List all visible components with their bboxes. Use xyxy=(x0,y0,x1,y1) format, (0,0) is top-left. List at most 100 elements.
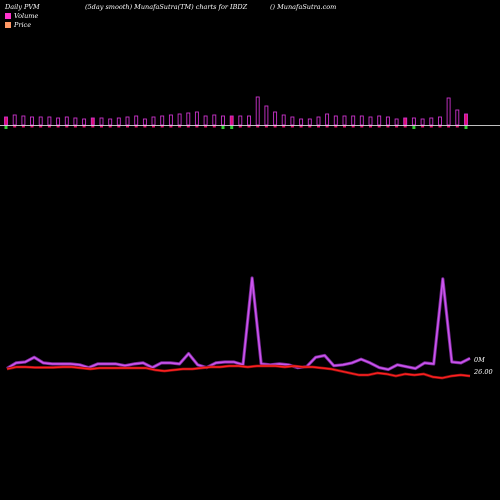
volume-bar xyxy=(411,117,416,126)
volume-bar-foot xyxy=(308,126,312,128)
volume-bar xyxy=(134,115,139,126)
volume-bar xyxy=(351,115,356,126)
volume-bar xyxy=(325,113,330,126)
volume-bar-foot xyxy=(238,126,242,128)
volume-bar-foot xyxy=(178,126,182,128)
price-volume-lines xyxy=(6,276,471,380)
volume-bar-foot xyxy=(4,126,8,129)
volume-bar-foot xyxy=(325,126,329,128)
volume-bar-foot xyxy=(290,126,294,128)
volume-bar-foot xyxy=(195,126,199,128)
volume-bar xyxy=(247,115,251,126)
volume-bar xyxy=(264,105,269,126)
legend-volume-label: Volume xyxy=(14,12,39,20)
legend-volume-swatch xyxy=(5,13,11,19)
volume-bar-foot xyxy=(30,126,34,128)
volume-bar-foot xyxy=(299,126,303,128)
volume-bar-foot xyxy=(143,126,147,128)
volume-bar xyxy=(116,117,121,126)
volume-bar xyxy=(420,118,425,126)
volume-bar xyxy=(203,115,208,126)
volume-bar xyxy=(359,115,364,126)
volume-bar-foot xyxy=(39,126,43,128)
volume-bar-foot xyxy=(21,126,25,128)
volume-bar-foot xyxy=(317,126,320,128)
volume-bar xyxy=(394,118,399,126)
volume-bar-foot xyxy=(152,126,155,128)
volume-bar xyxy=(160,115,165,126)
volume-bar xyxy=(342,115,347,126)
volume-bar-foot xyxy=(160,126,164,128)
volume-bar xyxy=(168,114,173,126)
volume-bar xyxy=(221,115,225,126)
price-line xyxy=(6,365,471,379)
volume-bar-foot xyxy=(73,126,77,128)
legend-volume: Volume xyxy=(5,12,38,20)
chart-title: (5day smooth) MunafaSutra(TM) charts for… xyxy=(85,3,248,11)
volume-bar xyxy=(377,115,382,126)
volume-bar-foot xyxy=(56,126,60,128)
volume-bar xyxy=(229,115,234,126)
volume-bar xyxy=(73,117,78,126)
volume-bar-foot xyxy=(91,126,95,128)
legend-price: Price xyxy=(5,21,31,29)
volume-bar xyxy=(255,96,260,126)
volume-bar xyxy=(290,116,295,126)
volume-bar-foot xyxy=(412,126,416,129)
volume-bar-foot xyxy=(369,126,372,128)
volume-bar xyxy=(4,116,8,126)
volume-bar-foot xyxy=(65,126,69,128)
volume-bar xyxy=(38,116,43,126)
volume-bar xyxy=(299,118,304,126)
volume-bar-foot xyxy=(360,126,364,128)
volume-bar xyxy=(446,97,451,126)
volume-bar xyxy=(238,115,243,126)
volume-bar-foot xyxy=(403,126,407,128)
volume-bar xyxy=(212,114,217,126)
volume-bar xyxy=(21,115,26,126)
volume-bar-foot xyxy=(117,126,121,128)
price-end-label: 26.00 xyxy=(473,368,493,376)
volume-bar-foot xyxy=(204,126,208,128)
volume-bar xyxy=(177,113,182,126)
volume-bar-foot xyxy=(429,126,433,128)
volume-bar xyxy=(316,116,321,126)
volume-bar-foot xyxy=(82,126,86,128)
volume-bar-foot xyxy=(351,126,355,128)
volume-bar-foot xyxy=(134,126,138,128)
volume-bar-foot xyxy=(343,126,346,128)
volume-bar xyxy=(403,117,408,126)
volume-bar xyxy=(429,117,434,126)
volume-bars xyxy=(4,96,468,129)
legend-price-label: Price xyxy=(14,21,32,29)
volume-bar-foot xyxy=(221,126,225,129)
volume-line-shadow xyxy=(6,276,471,372)
volume-bar-foot xyxy=(247,126,251,128)
volume-bar-foot xyxy=(273,126,277,128)
volume-bar-foot xyxy=(464,126,468,129)
volume-bar-foot xyxy=(230,126,234,129)
volume-bar xyxy=(12,114,17,126)
volume-bar xyxy=(151,116,156,126)
volume-bar xyxy=(455,109,460,126)
volume-bar xyxy=(56,117,61,126)
volume-bar xyxy=(273,111,278,126)
volume-bar xyxy=(186,112,191,126)
volume-bar xyxy=(438,116,442,126)
volume-bar-foot xyxy=(455,126,459,128)
volume-bar xyxy=(368,116,373,126)
volume-bar-foot xyxy=(386,126,390,128)
volume-bar-foot xyxy=(126,126,129,128)
volume-bar-foot xyxy=(212,126,216,128)
volume-bar-foot xyxy=(13,126,17,128)
volume-bar-foot xyxy=(395,126,399,128)
legend-price-swatch xyxy=(5,22,11,28)
volume-bar-foot xyxy=(334,126,338,128)
volume-bar xyxy=(64,116,69,126)
volume-bar xyxy=(47,116,52,126)
volume-bar-foot xyxy=(186,126,190,128)
volume-bar-foot xyxy=(377,126,381,128)
volume-bar xyxy=(194,111,199,126)
volume-end-label: 0M xyxy=(474,356,485,364)
